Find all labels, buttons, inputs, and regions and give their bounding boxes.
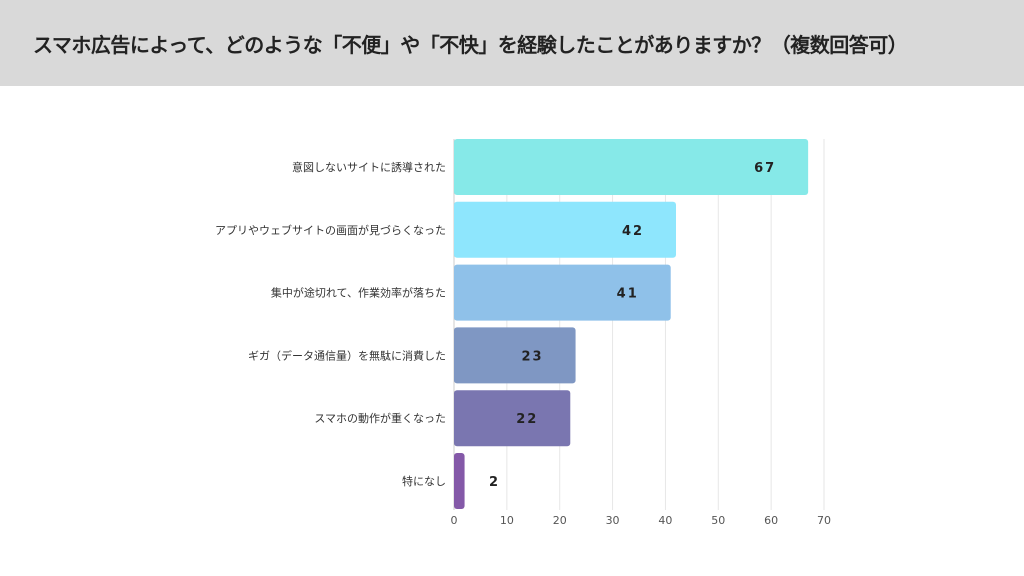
x-tick-label: 10 <box>500 514 514 527</box>
category-label: 意図しないサイトに誘導された <box>292 160 446 174</box>
x-tick-label: 20 <box>553 514 567 527</box>
x-tick-label: 30 <box>606 514 620 527</box>
category-label: 特になし <box>402 474 446 488</box>
data-label: 41 <box>617 287 639 302</box>
category-label: アプリやウェブサイトの画面が見づらくなった <box>215 223 446 237</box>
bar <box>454 264 671 321</box>
data-label: 42 <box>622 224 644 239</box>
category-label: ギガ（データ通信量）を無駄に消費した <box>248 348 446 362</box>
category-label: スマホの動作が重くなった <box>314 411 446 425</box>
data-label: 2 <box>489 475 500 490</box>
bar <box>454 139 809 195</box>
title-banner: スマホ広告によって、どのような「不便」や「不快」を経験したことがありますか？（複… <box>0 0 1024 86</box>
category-label: 集中が途切れて、作業効率が落ちた <box>271 286 446 300</box>
bar <box>454 201 676 258</box>
bar <box>454 327 576 384</box>
page-title: スマホ広告によって、どのような「不便」や「不快」を経験したことがありますか？（複… <box>33 33 908 57</box>
x-tick-label: 0 <box>451 514 458 527</box>
bar <box>454 453 465 509</box>
data-label: 22 <box>516 412 538 427</box>
data-label: 67 <box>754 161 776 176</box>
x-tick-label: 50 <box>711 514 725 527</box>
data-label: 23 <box>522 349 544 364</box>
x-tick-label: 60 <box>764 514 778 527</box>
x-tick-label: 40 <box>658 514 672 527</box>
bar <box>454 390 571 447</box>
x-tick-label: 70 <box>817 514 831 527</box>
